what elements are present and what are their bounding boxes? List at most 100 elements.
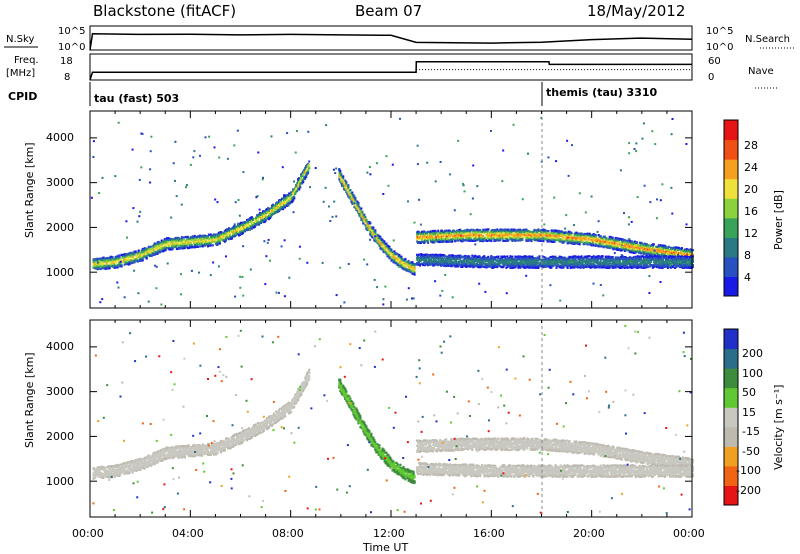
scatter-point [428, 261, 431, 264]
scatter-point [672, 251, 675, 254]
scatter-point [289, 195, 292, 198]
scatter-point [646, 248, 649, 251]
scatter-point [603, 242, 606, 245]
scatter-point [448, 234, 451, 237]
scatter-point [108, 267, 111, 270]
scatter-point [149, 245, 152, 248]
scatter-point [302, 181, 305, 184]
scatter-point [536, 235, 539, 238]
scatter-point [437, 253, 440, 257]
scatter-point [227, 236, 229, 239]
scatter-point [425, 258, 428, 261]
scatter-point [134, 250, 137, 253]
scatter-point [308, 164, 311, 167]
scatter-point [652, 243, 655, 246]
scatter-point [118, 255, 121, 258]
scatter-point [640, 245, 643, 248]
scatter-point [688, 252, 690, 255]
scatter-point [630, 240, 633, 243]
scatter-point [165, 238, 168, 241]
scatter-point [344, 179, 347, 182]
scatter-point [291, 200, 294, 204]
scatter-point [308, 166, 311, 169]
scatter-point [446, 261, 449, 264]
scatter-point [601, 237, 604, 240]
scatter-point [478, 234, 481, 237]
scatter-point [388, 245, 391, 249]
scatter-point [182, 240, 185, 243]
scatter-point [666, 248, 669, 251]
scatter-point [496, 235, 499, 239]
scatter-point [129, 251, 132, 254]
scatter-point [167, 244, 170, 247]
scatter-point [182, 239, 185, 242]
scatter-point [413, 263, 416, 266]
scatter-point [574, 241, 577, 245]
scatter-point [368, 221, 371, 224]
scatter-point [616, 243, 619, 246]
scatter-point [104, 259, 107, 262]
scatter-point [106, 257, 109, 260]
scatter-point [466, 235, 469, 238]
scatter-point [199, 241, 202, 244]
scatter-point [123, 263, 126, 266]
scatter-point [613, 242, 616, 245]
scatter-point [653, 253, 656, 256]
scatter-point [517, 229, 520, 232]
scatter-point [611, 236, 614, 239]
scatter-point [530, 239, 533, 243]
scatter-point [194, 245, 197, 248]
scatter-point [374, 230, 377, 233]
scatter-point [526, 237, 529, 240]
scatter-point [255, 216, 257, 219]
scatter-point [193, 234, 196, 238]
scatter-point [616, 247, 619, 250]
scatter-point [385, 242, 388, 245]
scatter-point [302, 179, 305, 182]
scatter-point [251, 216, 253, 219]
scatter-point [383, 240, 386, 243]
scatter-point [514, 232, 517, 235]
scatter-point [304, 177, 307, 180]
scatter-point [340, 178, 343, 181]
scatter-point [119, 259, 122, 262]
scatter-point [592, 244, 595, 247]
scatter-point [299, 183, 302, 186]
scatter-point [413, 272, 416, 275]
scatter-point [672, 250, 675, 253]
scatter-point [228, 238, 230, 241]
scatter-point [212, 238, 215, 241]
scatter-point [575, 231, 578, 234]
scatter-point [526, 229, 529, 232]
scatter-point [515, 237, 518, 240]
scatter-point [446, 259, 449, 262]
scatter-point [345, 184, 348, 187]
scatter-point [423, 237, 426, 240]
scatter-point [128, 263, 131, 266]
freq-unit: [MHz] [6, 68, 35, 79]
scatter-point [676, 249, 679, 252]
scatter-point [659, 244, 662, 247]
scatter-point [387, 254, 390, 257]
scatter-point [446, 235, 449, 238]
scatter-point [189, 242, 192, 245]
scatter-point [586, 235, 589, 238]
scatter-point [282, 207, 285, 211]
scatter-point [362, 222, 365, 225]
scatter-point [483, 232, 486, 235]
freq-tick-top: 18 [60, 56, 73, 67]
scatter-point [426, 232, 429, 235]
scatter-point [668, 251, 671, 254]
scatter-point [616, 248, 619, 251]
freq-tick-bottom: 8 [64, 72, 70, 83]
scatter-point [190, 244, 193, 247]
scatter-point [578, 243, 581, 246]
scatter-point [123, 258, 126, 262]
scatter-point [680, 250, 682, 253]
scatter-point [416, 238, 419, 241]
scatter-point [339, 169, 342, 172]
scatter-point [514, 234, 517, 237]
scatter-point [680, 249, 682, 252]
nsearch-tick-bottom: 10^0 [706, 42, 733, 53]
